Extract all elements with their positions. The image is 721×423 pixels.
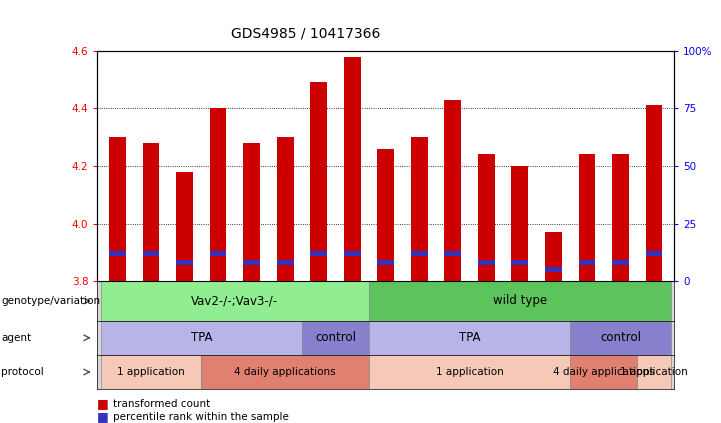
Bar <box>310 82 327 281</box>
Bar <box>637 355 671 389</box>
Text: ■: ■ <box>97 410 109 423</box>
Bar <box>578 154 596 281</box>
Bar <box>377 149 394 281</box>
Text: 4 daily applications: 4 daily applications <box>234 367 336 377</box>
Bar <box>478 154 495 281</box>
Bar <box>411 251 428 256</box>
Bar <box>444 251 461 256</box>
Bar <box>201 355 369 389</box>
Bar <box>101 281 369 321</box>
Bar <box>143 251 159 256</box>
Bar <box>344 251 360 256</box>
Bar <box>109 137 126 281</box>
Text: control: control <box>315 331 356 344</box>
Bar <box>277 260 293 265</box>
Bar <box>612 260 629 265</box>
Bar <box>444 100 461 281</box>
Text: TPA: TPA <box>459 331 480 344</box>
Bar <box>545 267 562 272</box>
Text: 1 application: 1 application <box>117 367 185 377</box>
Text: TPA: TPA <box>190 331 212 344</box>
Bar <box>143 143 159 281</box>
Text: protocol: protocol <box>1 367 44 377</box>
Bar <box>243 143 260 281</box>
Bar <box>612 154 629 281</box>
Text: control: control <box>600 331 641 344</box>
Text: Vav2-/-;Vav3-/-: Vav2-/-;Vav3-/- <box>191 294 278 308</box>
Bar <box>369 355 570 389</box>
Bar <box>344 57 360 281</box>
Bar <box>176 172 193 281</box>
Text: agent: agent <box>1 333 32 343</box>
Bar <box>101 355 201 389</box>
Text: GDS4985 / 10417366: GDS4985 / 10417366 <box>231 26 380 40</box>
Text: 1 application: 1 application <box>620 367 688 377</box>
Bar <box>210 108 226 281</box>
Bar <box>369 281 671 321</box>
Bar <box>302 321 369 355</box>
Bar <box>645 251 663 256</box>
Bar <box>369 321 570 355</box>
Bar <box>243 260 260 265</box>
Text: wild type: wild type <box>493 294 547 308</box>
Bar <box>109 251 126 256</box>
Bar <box>578 260 596 265</box>
Text: transformed count: transformed count <box>113 399 211 409</box>
Bar <box>511 260 528 265</box>
Bar <box>210 251 226 256</box>
Bar <box>478 260 495 265</box>
Bar <box>511 166 528 281</box>
Text: percentile rank within the sample: percentile rank within the sample <box>113 412 289 422</box>
Bar <box>570 321 671 355</box>
Text: ■: ■ <box>97 398 109 410</box>
Bar <box>545 232 562 281</box>
Text: 1 application: 1 application <box>435 367 503 377</box>
Bar <box>377 260 394 265</box>
Bar <box>570 355 637 389</box>
Text: genotype/variation: genotype/variation <box>1 296 100 306</box>
Bar <box>176 260 193 265</box>
Bar <box>411 137 428 281</box>
Text: 4 daily applications: 4 daily applications <box>553 367 655 377</box>
Bar <box>101 321 302 355</box>
Bar <box>277 137 293 281</box>
Bar <box>310 251 327 256</box>
Bar <box>645 105 663 281</box>
